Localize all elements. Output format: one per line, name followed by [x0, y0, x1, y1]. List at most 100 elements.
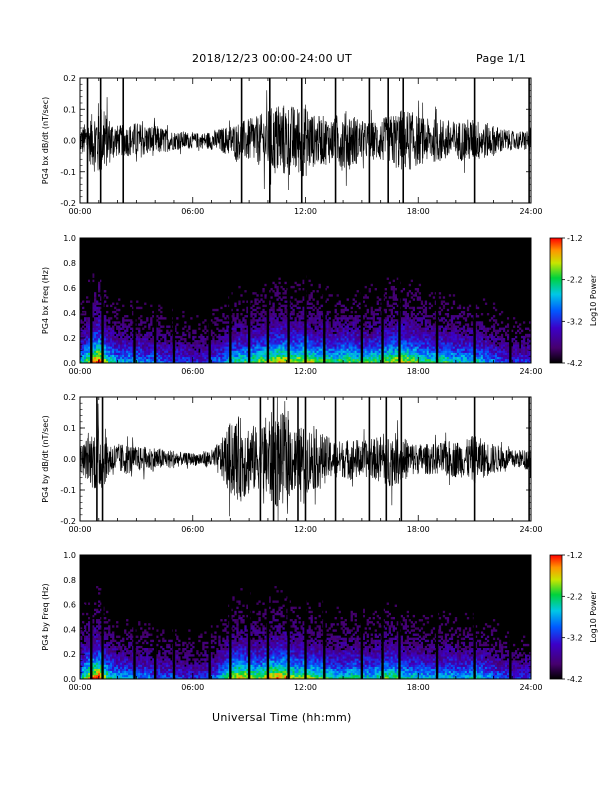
data-gap-13 — [360, 238, 364, 363]
y-tick-label: 0.0 — [63, 137, 76, 146]
y-tick-label: 0.0 — [63, 455, 76, 464]
x-tick-label: 00:00 — [68, 367, 91, 376]
data-gap-1 — [90, 555, 93, 679]
data-gap-7 — [229, 555, 232, 679]
y-tick-label: -0.1 — [60, 486, 76, 495]
data-gap-12 — [323, 238, 326, 363]
x-tick-label: 24:00 — [519, 525, 542, 534]
data-gap-6 — [208, 555, 211, 679]
data-gap-16 — [435, 555, 439, 679]
colorbar — [549, 237, 563, 364]
x-tick-label: 18:00 — [407, 207, 430, 216]
y-axis-label: PG4 bx dB/dt (nT/sec) — [41, 97, 50, 184]
colorbar-tick-label: -3.2 — [567, 317, 583, 326]
colorbar-tick-label: -3.2 — [567, 634, 583, 643]
panel-3: 00:00 06:00 12:00 18:00 24:00 -0.2 -0.1 0.0 0.1 0… — [41, 393, 543, 534]
y-tick-label: 0.0 — [63, 359, 76, 368]
data-gap-9 — [266, 555, 270, 679]
page-number: Page 1/1 — [476, 52, 527, 65]
y-tick-label: 0.6 — [63, 601, 76, 610]
y-tick-label: 0.1 — [63, 105, 76, 114]
x-tick-label: 24:00 — [519, 367, 542, 376]
data-gap-2 — [101, 238, 104, 363]
colorbar-tick-label: -1.2 — [567, 234, 583, 243]
data-gap-8 — [247, 238, 251, 363]
y-axis-label: PG4 by Freq (Hz) — [41, 583, 50, 650]
data-gap-11 — [304, 238, 307, 363]
y-tick-label: 0.2 — [63, 74, 76, 83]
panel-2: -1.2 -2.2 -3.2 -4.2 Log10 Power 00:00 06:00 12:… — [41, 234, 598, 376]
y-axis-label: PG4 by dB/dt (nT/sec) — [41, 415, 50, 502]
colorbar-tick-label: -1.2 — [567, 551, 583, 560]
data-gap-10 — [287, 555, 290, 679]
data-gap-5 — [172, 555, 176, 679]
colorbar-tick-label: -4.2 — [567, 359, 583, 368]
data-gap-6 — [208, 238, 211, 363]
waveform-trace — [79, 90, 532, 191]
data-gap-13 — [360, 555, 364, 679]
y-tick-label: 0.0 — [63, 675, 76, 684]
y-tick-label: 0.4 — [63, 625, 76, 634]
data-gap-16 — [435, 238, 439, 363]
data-gap-3 — [133, 238, 136, 363]
data-gap-17 — [473, 238, 476, 363]
data-gap-17 — [473, 555, 476, 679]
y-tick-label: 0.2 — [63, 393, 76, 402]
x-tick-label: 06:00 — [181, 683, 204, 692]
colorbar-tick-label: -2.2 — [567, 592, 583, 601]
data-gap-11 — [304, 555, 307, 679]
y-tick-label: 0.2 — [63, 650, 76, 659]
data-gap-15 — [398, 555, 401, 679]
data-gap-3 — [133, 555, 136, 679]
x-tick-label: 18:00 — [407, 525, 430, 534]
data-gap-18 — [509, 238, 512, 363]
x-tick-label: 12:00 — [294, 207, 317, 216]
panel-1: 00:00 06:00 12:00 18:00 24:00 -0.2 -0.1 0.0 0.1 0… — [41, 74, 543, 216]
y-tick-label: -0.2 — [60, 517, 76, 526]
spectrogram-cells — [80, 273, 532, 364]
data-gap-9 — [266, 238, 270, 363]
y-tick-label: -0.1 — [60, 168, 76, 177]
data-gap-2 — [101, 555, 104, 679]
x-tick-label: 12:00 — [294, 367, 317, 376]
y-tick-label: 0.2 — [63, 334, 76, 343]
x-axis-title: Universal Time (hh:mm) — [212, 711, 352, 724]
data-gap-4 — [153, 555, 157, 679]
y-tick-label: 0.8 — [63, 259, 76, 268]
colorbar — [549, 554, 563, 680]
data-gap-4 — [153, 238, 157, 363]
y-tick-label: 1.0 — [63, 234, 76, 243]
y-tick-label: 0.6 — [63, 284, 76, 293]
data-gap-10 — [287, 238, 290, 363]
x-tick-label: 18:00 — [407, 367, 430, 376]
data-gap-14 — [381, 555, 384, 679]
y-axis-label: PG4 bx Freq (Hz) — [41, 267, 50, 334]
x-tick-label: 06:00 — [181, 207, 204, 216]
x-tick-label: 00:00 — [68, 683, 91, 692]
data-gap-8 — [247, 555, 251, 679]
data-gap-5 — [172, 238, 176, 363]
y-tick-label: 0.8 — [63, 576, 76, 585]
x-tick-label: 18:00 — [407, 683, 430, 692]
colorbar-label: Log10 Power — [589, 591, 598, 643]
data-gap-12 — [323, 555, 326, 679]
data-gap-1 — [90, 238, 93, 363]
x-tick-label: 24:00 — [519, 207, 542, 216]
data-gap-14 — [381, 238, 384, 363]
x-tick-label: 12:00 — [294, 525, 317, 534]
x-tick-label: 00:00 — [68, 525, 91, 534]
x-tick-label: 06:00 — [181, 367, 204, 376]
colorbar-tick-label: -4.2 — [567, 675, 583, 684]
y-tick-label: 0.1 — [63, 424, 76, 433]
x-tick-label: 00:00 — [68, 207, 91, 216]
y-tick-label: 0.4 — [63, 309, 76, 318]
page-title: 2018/12/23 00:00-24:00 UT — [192, 52, 353, 65]
x-tick-label: 06:00 — [181, 525, 204, 534]
data-gap-7 — [229, 238, 232, 363]
colorbar-tick-label: -2.2 — [567, 276, 583, 285]
x-tick-label: 24:00 — [519, 683, 542, 692]
y-tick-label: -0.2 — [60, 199, 76, 208]
x-tick-label: 12:00 — [294, 683, 317, 692]
colorbar-label: Log10 Power — [589, 274, 598, 326]
